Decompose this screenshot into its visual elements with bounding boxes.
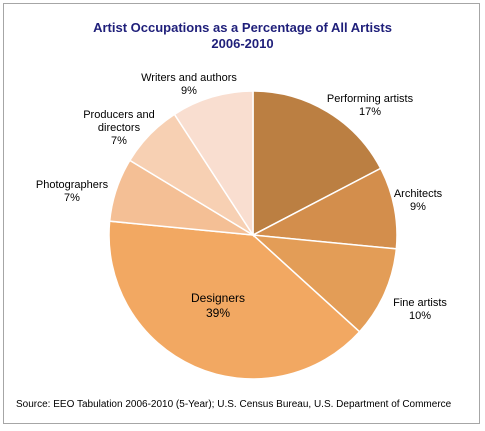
slice-label-designers: Designers 39% (191, 291, 245, 320)
pie-slice-architects (250, 167, 398, 250)
pie-slice-designers (108, 220, 361, 380)
slice-label-producers-and-directors: Producers and directors 7% (83, 109, 155, 147)
slice-label-photographers: Photographers 7% (36, 179, 109, 204)
pie-slice-fine-artists (250, 234, 398, 333)
slice-label-architects: Architects 9% (394, 188, 443, 213)
pie-slice-writers-and-authors (173, 90, 254, 238)
chart-title: Artist Occupations as a Percentage of Al… (93, 20, 392, 35)
pie-slice-performing-artists (252, 90, 382, 237)
chart-subtitle: 2006-2010 (211, 36, 274, 51)
slice-label-fine-artists: Fine artists 10% (393, 297, 447, 322)
slice-label-writers-and-authors: Writers and authors 9% (141, 72, 237, 97)
slice-label-performing-artists: Performing artists 17% (327, 93, 414, 118)
source-note: Source: EEO Tabulation 2006-2010 (5-Year… (16, 399, 452, 410)
